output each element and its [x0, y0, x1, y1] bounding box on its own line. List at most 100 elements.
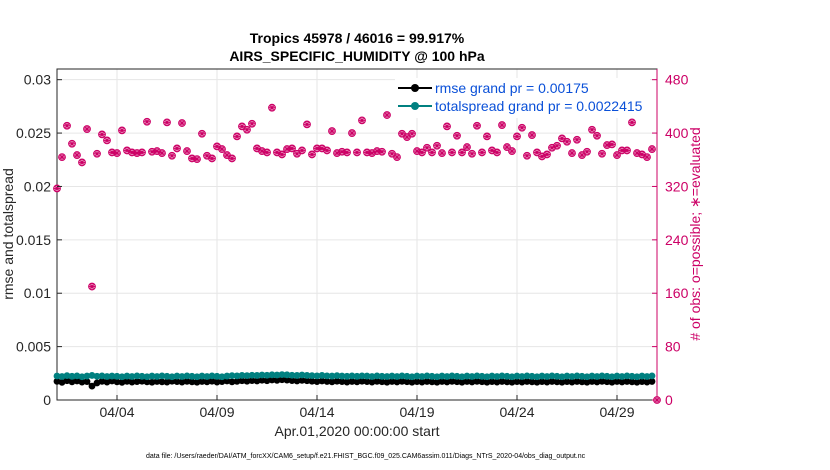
obs-possible-marker	[648, 145, 656, 153]
obs-evaluated-stroke	[199, 131, 205, 137]
obs-possible-marker	[448, 148, 456, 157]
obs-evaluated-marker	[119, 127, 125, 134]
totalspread-point	[158, 372, 166, 380]
y-left-tick-label: 0.02	[24, 178, 51, 194]
rmse-point	[143, 378, 151, 386]
obs-evaluated-marker	[294, 150, 300, 157]
obs-possible-marker	[363, 148, 371, 157]
obs-evaluated-stroke	[644, 154, 650, 160]
totalspread-point	[143, 373, 151, 381]
totalspread-point	[178, 373, 186, 380]
y-right-tick-label: 160	[665, 285, 689, 301]
footer-datafile: data file: /Users/raeder/DAI/ATM_forcXX/…	[146, 453, 586, 460]
obs-evaluated-stroke	[129, 149, 135, 155]
rmse-point	[108, 377, 116, 385]
totalspread-point	[253, 372, 261, 379]
obs-evaluated-stroke	[269, 105, 275, 111]
obs-evaluated-stroke	[389, 151, 395, 157]
obs-evaluated-marker	[559, 135, 565, 142]
obs-possible-marker	[193, 155, 201, 163]
obs-evaluated-marker	[419, 149, 425, 156]
totalspread-point	[628, 372, 636, 380]
totalspread-point	[153, 373, 161, 380]
totalspread-point	[138, 372, 146, 380]
obs-evaluated-marker	[574, 136, 580, 143]
obs-evaluated-marker	[569, 150, 575, 157]
obs-evaluated-stroke	[299, 147, 305, 153]
rmse-point	[483, 378, 491, 386]
obs-evaluated-marker	[269, 104, 275, 111]
obs-evaluated-stroke	[309, 151, 315, 157]
obs-possible-marker	[243, 125, 251, 134]
rmse-point	[528, 378, 536, 386]
obs-evaluated-marker	[459, 149, 465, 156]
totalspread-point	[508, 373, 516, 381]
y-axis-label-left: rmse and totalspread	[0, 168, 16, 300]
rmse-point	[88, 382, 96, 390]
totalspread-point	[518, 373, 526, 380]
rmse-point	[578, 378, 586, 386]
obs-evaluated-stroke	[319, 145, 325, 151]
obs-evaluated-marker	[439, 150, 445, 157]
obs-evaluated-marker	[344, 149, 350, 156]
obs-evaluated-marker	[579, 152, 585, 159]
obs-possible-marker	[608, 140, 616, 149]
totalspread-point	[373, 372, 381, 380]
totalspread-point	[88, 372, 96, 379]
obs-evaluated-marker	[474, 122, 480, 129]
obs-evaluated-stroke	[194, 156, 200, 162]
obs-evaluated-marker	[64, 122, 70, 129]
x-ticks: 04/04 04/09 04/14 04/19 04/24 04/29	[99, 395, 635, 420]
totalspread-point	[383, 373, 391, 380]
totalspread-point	[638, 372, 646, 380]
obs-evaluated-marker	[354, 149, 360, 156]
totalspread-point	[448, 372, 456, 380]
obs-evaluated-stroke	[54, 185, 60, 192]
rmse-point	[228, 378, 236, 386]
obs-possible-marker	[248, 119, 256, 128]
rmse-point	[628, 378, 636, 386]
rmse-point	[388, 378, 396, 385]
totalspread-point	[468, 373, 476, 380]
rmse-point	[178, 378, 186, 386]
totalspread-point	[168, 373, 176, 381]
obs-possible-marker	[183, 147, 191, 155]
obs-possible-marker	[603, 141, 611, 149]
rmse-point	[603, 378, 611, 386]
totalspread-point	[148, 372, 156, 380]
rmse-point	[313, 378, 321, 386]
obs-evaluated-marker	[484, 133, 490, 140]
obs-possible-marker	[408, 129, 416, 138]
rmse-point	[443, 378, 451, 386]
rmse-point	[223, 377, 231, 385]
obs-possible-marker	[438, 149, 446, 157]
rmse-point	[338, 378, 346, 386]
rmse-point	[463, 378, 471, 385]
totalspread-point	[643, 373, 651, 380]
totalspread-point	[393, 373, 401, 380]
totalspread-point	[223, 372, 231, 380]
obs-possible-marker	[473, 121, 481, 130]
obs-evaluated-stroke	[469, 151, 475, 157]
obs-evaluated-stroke	[524, 153, 530, 159]
rmse-point	[618, 378, 626, 386]
obs-possible-marker	[503, 143, 511, 151]
rmse-point	[498, 378, 506, 385]
rmse-point	[303, 377, 311, 385]
totalspread-point	[463, 372, 471, 380]
rmse-point	[128, 378, 136, 386]
obs-possible-marker	[298, 146, 306, 155]
rmse-point	[78, 378, 86, 386]
obs-evaluated-stroke	[599, 151, 605, 157]
obs-evaluated-stroke	[494, 149, 500, 155]
y-right-tick-label: 320	[665, 178, 689, 194]
rmse-point	[503, 378, 511, 386]
obs-possible-marker	[148, 147, 156, 156]
obs-evaluated-marker	[529, 132, 535, 139]
obs-evaluated-marker	[229, 155, 235, 162]
obs-evaluated-stroke	[489, 147, 495, 153]
totalspread-point	[443, 373, 451, 380]
obs-possible-marker	[158, 149, 166, 157]
obs-evaluated-stroke	[69, 141, 75, 147]
totalspread-point	[133, 372, 141, 380]
